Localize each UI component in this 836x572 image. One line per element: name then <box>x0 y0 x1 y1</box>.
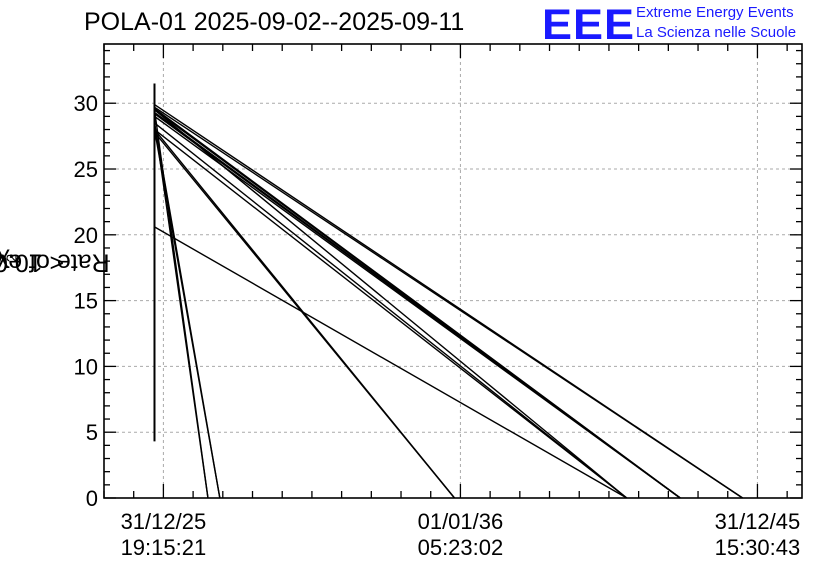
series-line-17 <box>153 129 221 499</box>
series-line-8 <box>154 109 628 499</box>
y-tick-label: 5 <box>86 420 98 445</box>
logo-text: Extreme Energy Events La Scienza nelle S… <box>636 3 796 43</box>
logo-line-1: Extreme Energy Events <box>636 4 794 21</box>
eee-logo: EEE <box>542 0 636 49</box>
series-line-7 <box>154 115 681 499</box>
x-tick-time: 05:23:02 <box>417 535 504 560</box>
series-line-2 <box>154 106 743 499</box>
x-tick-label: 31/12/45 15:30:43 <box>715 509 801 561</box>
logo-line-2: La Scienza nelle Scuole <box>636 24 797 41</box>
y-tick-label: 10 <box>74 354 98 379</box>
y-tick-label: 0 <box>86 486 98 511</box>
x-tick-time: 15:30:43 <box>714 535 801 560</box>
series-line-15 <box>153 121 209 499</box>
x-tick-time: 19:15:21 <box>120 535 207 560</box>
x-tick-label: 01/01/36 05:23:02 <box>418 509 504 561</box>
x-tick-date: 01/01/36 <box>417 509 504 534</box>
y-tick-label: 30 <box>74 91 98 116</box>
y-tick-label: 20 <box>74 223 98 248</box>
x-tick-date: 31/12/25 <box>120 509 207 534</box>
series-line-13 <box>154 226 628 499</box>
series-line-12 <box>153 131 456 499</box>
series-line-10 <box>154 128 628 499</box>
y-tick-label: 15 <box>74 289 98 314</box>
chart-title: POLA-01 2025-09-02--2025-09-11 <box>84 8 465 36</box>
plot-frame <box>103 43 803 499</box>
series-line-9 <box>154 122 628 499</box>
y-tick-label: 25 <box>74 157 98 182</box>
x-tick-label: 31/12/25 19:15:21 <box>121 509 207 561</box>
y-axis-label-suffix: < 10.0 [Hz] <box>0 248 65 277</box>
x-tick-date: 31/12/45 <box>714 509 801 534</box>
